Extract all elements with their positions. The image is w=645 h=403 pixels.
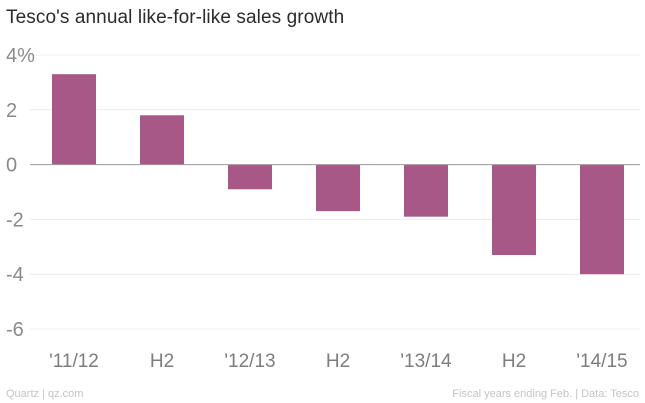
x-tick-label: '14/15 <box>576 351 627 372</box>
bar <box>228 164 272 190</box>
y-tick-label: -6 <box>6 319 24 341</box>
bar <box>404 164 448 217</box>
bar <box>492 164 536 256</box>
bar <box>140 115 184 165</box>
bar <box>580 164 624 275</box>
x-tick-label: '12/13 <box>224 351 275 372</box>
bar <box>52 74 96 165</box>
footer-note: Fiscal years ending Feb. | Data: Tesco <box>452 388 639 400</box>
y-axis-ticks: 4% 2 0 -2 -4 -6 <box>6 45 35 341</box>
y-tick-label: 0 <box>6 155 17 177</box>
y-tick-label: -2 <box>6 209 24 231</box>
y-tick-label: -4 <box>6 264 24 286</box>
x-tick-label: H2 <box>326 351 350 372</box>
y-tick-label: 4% <box>6 45 35 67</box>
bar <box>316 164 360 212</box>
chart-title: Tesco's annual like-for-like sales growt… <box>6 7 345 28</box>
x-tick-label: '11/12 <box>49 351 99 372</box>
footer-credit: Quartz | qz.com <box>6 388 84 400</box>
gridlines <box>30 54 640 330</box>
x-axis-ticks: '11/12 H2 '12/13 H2 '13/14 H2 '14/15 <box>49 351 627 372</box>
x-tick-label: '13/14 <box>400 351 452 372</box>
x-tick-label: H2 <box>502 351 526 372</box>
x-tick-label: H2 <box>150 351 174 372</box>
y-tick-label: 2 <box>6 100 17 122</box>
bars <box>52 74 624 275</box>
